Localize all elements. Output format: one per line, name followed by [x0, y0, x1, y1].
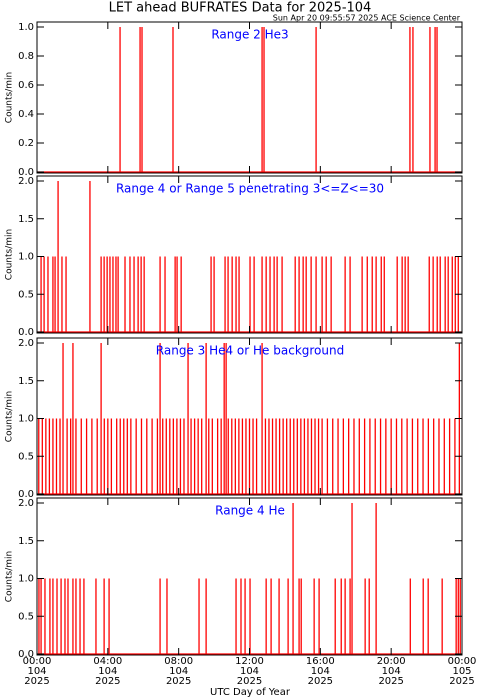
- y-tick-label: 2.0: [18, 176, 34, 187]
- y-tick-label: 0.0: [18, 167, 34, 178]
- y-tick-label: 2.0: [18, 338, 34, 349]
- y-tick-label: 0.4: [18, 109, 34, 120]
- y-axis-label: Counts/min: [5, 391, 15, 442]
- y-tick-label: 1.5: [18, 536, 34, 547]
- x-tick-label: 20:00: [377, 656, 406, 667]
- y-tick-label: 1.5: [18, 376, 34, 387]
- y-axis-label: Counts/min: [5, 551, 15, 602]
- y-tick-label: 0.0: [18, 649, 34, 660]
- x-day-label: 104: [169, 666, 188, 677]
- x-day-label: 104: [240, 666, 259, 677]
- y-tick-label: 1.0: [18, 574, 34, 585]
- y-axis-label: Counts/min: [5, 72, 15, 123]
- panel-frame: [36, 21, 463, 174]
- y-axis-label: Counts/min: [5, 229, 15, 280]
- timestamp: Sun Apr 20 09:55:57 2025 ACE Science Cen…: [273, 14, 461, 23]
- x-tick-label: 00:00: [448, 656, 477, 667]
- y-tick-label: 1.0: [18, 414, 34, 425]
- x-year-label: 2025: [449, 676, 474, 687]
- x-tick-label: 00:00: [23, 656, 52, 667]
- panel-subtitle: Range 4 He: [215, 504, 285, 518]
- x-day-label: 104: [98, 666, 117, 677]
- y-tick-label: 0.0: [18, 489, 34, 500]
- y-tick-label: 0.0: [18, 327, 34, 338]
- x-year-label: 2025: [24, 676, 49, 687]
- x-day-label: 104: [382, 666, 401, 677]
- x-year-label: 2025: [237, 676, 262, 687]
- x-year-label: 2025: [95, 676, 120, 687]
- x-year-label: 2025: [308, 676, 333, 687]
- x-day-label: 105: [452, 666, 471, 677]
- x-tick-label: 04:00: [93, 656, 122, 667]
- x-year-label: 2025: [378, 676, 403, 687]
- y-tick-label: 1.0: [18, 252, 34, 263]
- y-tick-label: 0.5: [18, 451, 34, 462]
- panel-subtitle: Range 4 or Range 5 penetrating 3<=Z<=30: [116, 182, 384, 196]
- x-tick-label: 08:00: [164, 656, 193, 667]
- chart-title: LET ahead BUFRATES Data for 2025-104: [109, 1, 372, 16]
- y-tick-label: 2.0: [18, 498, 34, 509]
- y-tick-label: 0.5: [18, 611, 34, 622]
- x-day-label: 104: [311, 666, 330, 677]
- y-tick-label: 0.5: [18, 289, 34, 300]
- panel-subtitle: Range 3 He4 or He background: [156, 344, 344, 358]
- y-tick-label: 0.6: [18, 80, 34, 91]
- panel-subtitle: Range 2 He3: [211, 28, 288, 42]
- x-year-label: 2025: [166, 676, 191, 687]
- y-tick-label: 0.2: [18, 138, 34, 149]
- x-axis-label: UTC Day of Year: [210, 687, 291, 698]
- x-tick-label: 12:00: [235, 656, 264, 667]
- y-tick-label: 1.0: [18, 22, 34, 33]
- x-tick-label: 16:00: [306, 656, 335, 667]
- y-tick-label: 1.5: [18, 214, 34, 225]
- y-tick-label: 0.8: [18, 51, 34, 62]
- x-day-label: 104: [27, 666, 46, 677]
